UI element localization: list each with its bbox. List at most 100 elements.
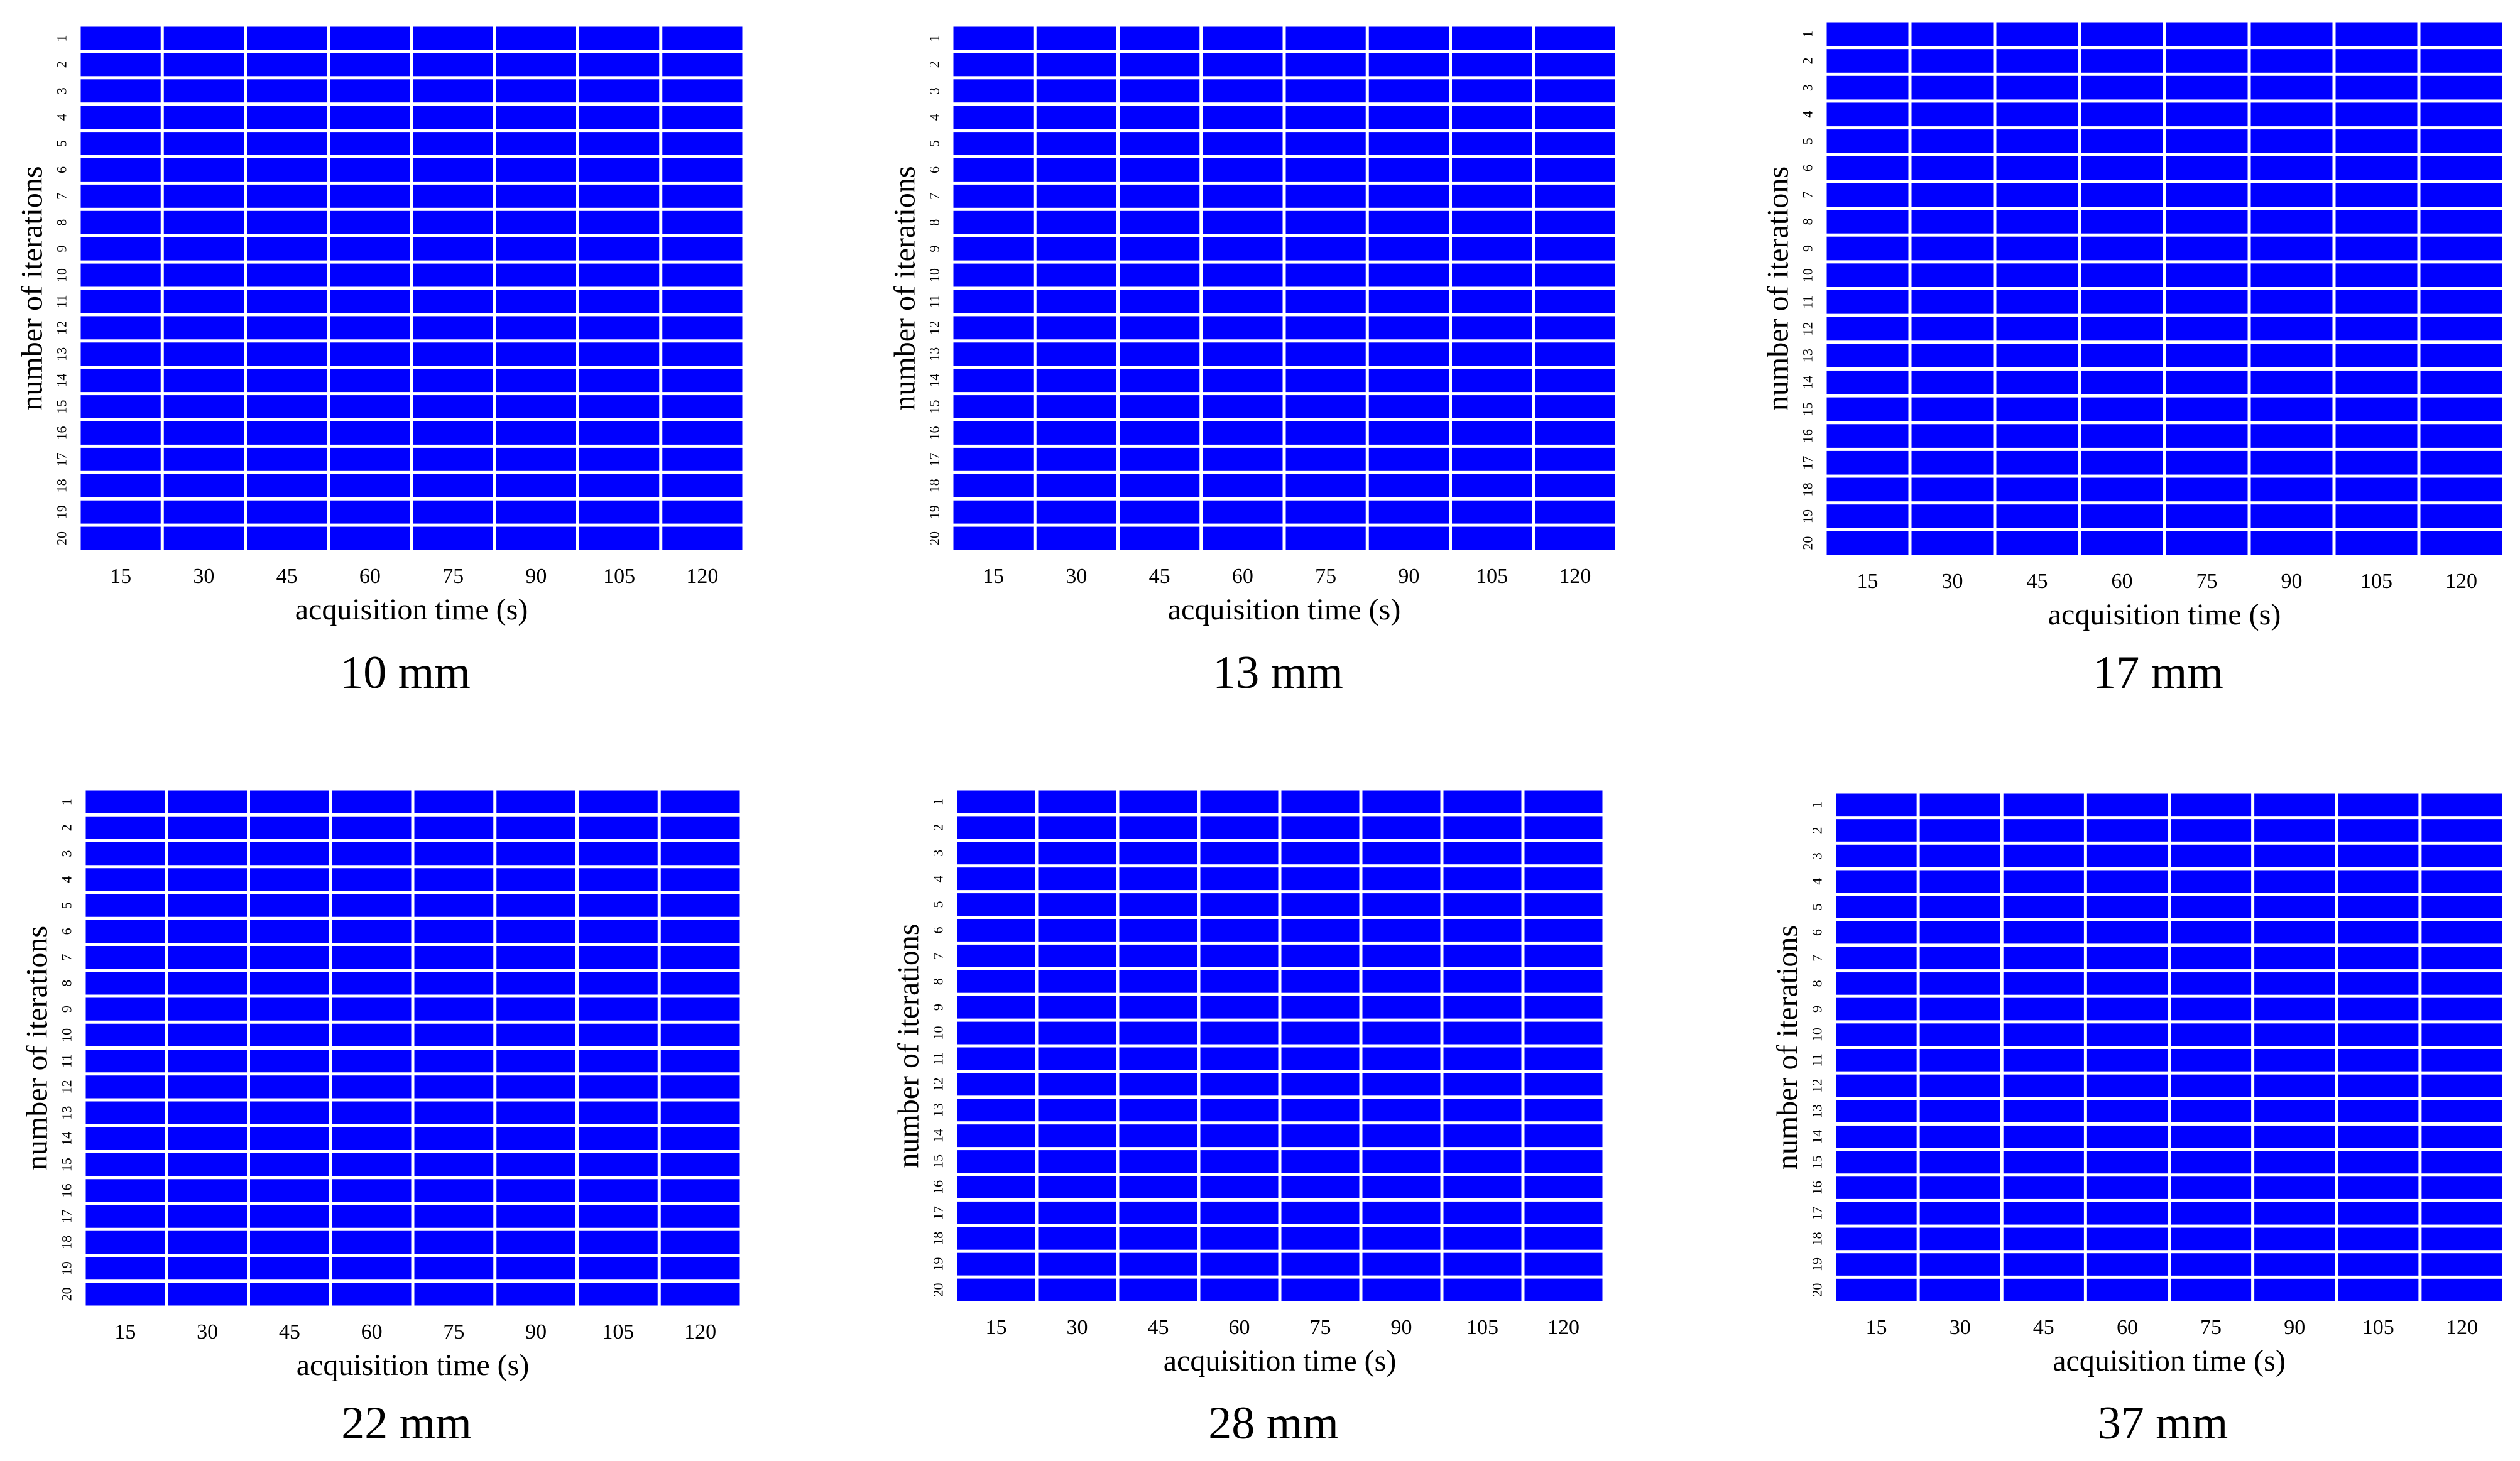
heatmap-cell xyxy=(168,868,247,891)
heatmap-cell xyxy=(1203,447,1283,471)
heatmap-cell xyxy=(1443,893,1522,916)
heatmap-cell xyxy=(2254,1049,2335,1072)
heatmap-cell xyxy=(2254,1100,2335,1122)
panel-caption: 13 mm xyxy=(1213,647,1343,698)
heatmap-cell xyxy=(579,474,660,497)
heatmap-cell xyxy=(2171,921,2252,944)
heatmap-cell xyxy=(1203,421,1283,445)
heatmap-cell xyxy=(330,316,410,340)
heatmap-cell xyxy=(2421,1227,2502,1251)
heatmap-cell xyxy=(1826,424,1909,448)
heatmap-cell xyxy=(1362,1124,1441,1148)
heatmap-cell xyxy=(496,1230,575,1254)
heatmap-cell xyxy=(1535,500,1615,524)
heatmap-cell xyxy=(2254,793,2335,817)
heatmap-cell xyxy=(1524,1201,1603,1224)
heatmap-cell xyxy=(414,1075,494,1099)
heatmap-cell xyxy=(579,1075,658,1099)
heatmap-cell xyxy=(579,1127,658,1150)
heatmap-cell xyxy=(496,868,575,891)
heatmap-cell xyxy=(1911,210,1994,234)
y-tick-label: 7 xyxy=(1800,192,1816,198)
heatmap-cell xyxy=(1038,919,1116,942)
heatmap-cell xyxy=(1919,896,2000,918)
heatmap-cell xyxy=(957,790,1035,813)
heatmap-cell xyxy=(1826,344,1909,367)
heatmap-cell xyxy=(2250,22,2333,46)
heatmap-cell xyxy=(2003,844,2084,867)
heatmap-cell xyxy=(1452,158,1532,182)
heatmap-cell xyxy=(1996,531,2078,555)
y-tick-label: 6 xyxy=(1800,165,1816,171)
heatmap-cell xyxy=(1203,290,1283,313)
y-tick-label: 18 xyxy=(58,1236,74,1249)
y-tick-label: 18 xyxy=(1809,1232,1825,1246)
y-tick-label: 3 xyxy=(54,87,70,94)
heatmap-cell xyxy=(2086,1278,2168,1301)
heatmap-cell xyxy=(2335,317,2418,341)
y-tick-label: 13 xyxy=(927,347,942,361)
heatmap-cell xyxy=(85,790,165,813)
heatmap-cell xyxy=(414,1283,494,1306)
heatmap-cell xyxy=(662,395,743,418)
heatmap-cell xyxy=(2338,1125,2419,1148)
heatmap-cell xyxy=(1452,421,1532,445)
heatmap-cell xyxy=(414,1257,494,1280)
heatmap-cell xyxy=(2420,102,2502,127)
heatmap-cell xyxy=(80,26,161,50)
heatmap-cell xyxy=(80,79,161,103)
heatmap-cell xyxy=(1285,290,1366,313)
x-tick-label: 30 xyxy=(193,565,214,588)
heatmap-cell xyxy=(247,79,327,103)
heatmap-cell xyxy=(413,474,493,497)
heatmap-cell xyxy=(1200,842,1279,865)
y-tick-label: 2 xyxy=(930,824,946,831)
heatmap-cell xyxy=(2003,1151,2084,1174)
heatmap-cell xyxy=(1036,53,1116,77)
heatmap-cell xyxy=(1368,474,1449,497)
heatmap-cell xyxy=(413,158,493,182)
heatmap-cell xyxy=(85,972,165,995)
y-tick-label: 14 xyxy=(58,1132,74,1146)
heatmap-cell xyxy=(496,369,576,393)
heatmap-cell xyxy=(1281,970,1360,993)
x-tick-label: 120 xyxy=(2445,570,2477,593)
heatmap-cell xyxy=(953,421,1034,445)
heatmap-cell xyxy=(1911,183,1994,207)
heatmap-cell xyxy=(1200,919,1279,942)
heatmap-cell xyxy=(1120,26,1200,50)
y-tick-label: 4 xyxy=(54,114,70,121)
y-tick-label: 1 xyxy=(927,35,942,41)
heatmap-cell xyxy=(1120,526,1200,550)
heatmap-cell xyxy=(2421,819,2502,842)
heatmap-cell xyxy=(2171,1023,2252,1046)
x-tick-label: 15 xyxy=(114,1320,136,1344)
heatmap-cell xyxy=(2338,1023,2419,1046)
heatmap-cell xyxy=(1452,132,1532,155)
heatmap-cell xyxy=(413,26,493,50)
heatmap-cell xyxy=(496,158,576,182)
heatmap-cell xyxy=(168,1257,247,1280)
heatmap-cell xyxy=(247,395,327,418)
heatmap-cell xyxy=(1836,921,1917,944)
y-tick-label: 16 xyxy=(927,426,942,440)
heatmap-cell xyxy=(1368,342,1449,366)
x-tick-label: 90 xyxy=(1398,565,1419,588)
heatmap-cell xyxy=(414,972,494,995)
heatmap-cell xyxy=(1535,369,1615,393)
heatmap-cell xyxy=(413,210,493,234)
heatmap-cell xyxy=(250,997,329,1021)
heatmap-cell xyxy=(2081,129,2163,153)
heatmap-cell xyxy=(660,1230,740,1254)
heatmap-cell xyxy=(1836,1176,1917,1199)
heatmap-cell xyxy=(1919,1202,2000,1225)
heatmap-cell xyxy=(1119,1252,1197,1276)
heatmap-cell xyxy=(1996,156,2078,180)
heatmap-cell xyxy=(2166,450,2248,475)
heatmap-cell xyxy=(1452,184,1532,208)
x-tick-label: 75 xyxy=(442,565,464,588)
heatmap-cell xyxy=(2166,49,2248,73)
y-tick-label: 16 xyxy=(1800,429,1816,443)
heatmap-cell xyxy=(957,1278,1035,1301)
heatmap-cell xyxy=(2003,896,2084,918)
